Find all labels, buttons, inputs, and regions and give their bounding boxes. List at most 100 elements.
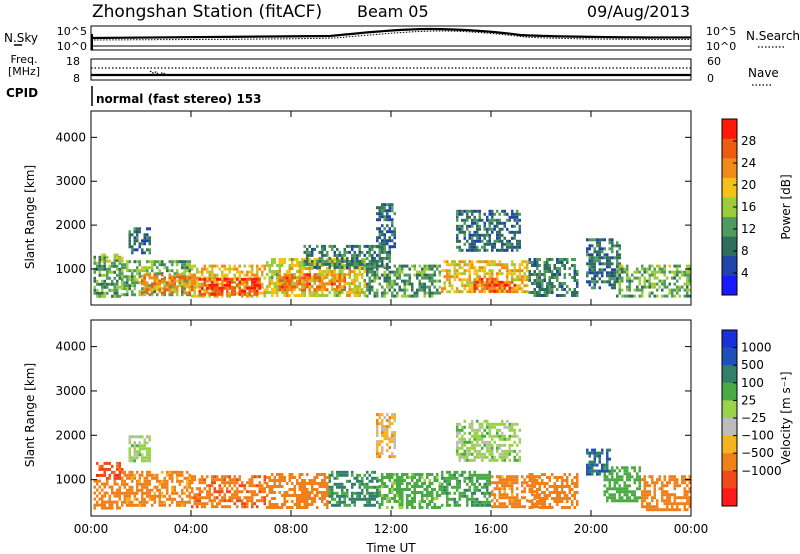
echo-cell <box>481 440 484 444</box>
echo-cell <box>401 473 404 476</box>
echo-cell <box>411 485 414 488</box>
echo-cell <box>603 247 606 251</box>
echo-cell <box>276 506 279 509</box>
echo-cell <box>231 487 234 491</box>
echo-cell <box>208 493 211 497</box>
echo-cell <box>291 273 294 277</box>
echo-cell <box>476 284 479 288</box>
echo-cell <box>143 279 146 283</box>
echo-cell <box>503 496 506 500</box>
echo-cell <box>113 261 116 265</box>
echo-cell <box>351 494 354 498</box>
echo-cell <box>116 256 119 260</box>
echo-cell <box>553 500 556 503</box>
echo-cell <box>521 269 524 273</box>
echo-cell <box>438 270 441 274</box>
echo-cell <box>166 266 169 270</box>
x-tick-label: 00:00 <box>74 522 109 536</box>
velocity-colorbar-tick-label: 1000 <box>741 341 772 355</box>
echo-cell <box>488 269 491 273</box>
echo-cell <box>136 260 139 264</box>
echo-cell <box>483 419 486 423</box>
echo-cell <box>188 269 191 273</box>
echo-cell <box>308 279 311 282</box>
echo-cell <box>151 269 154 273</box>
echo-cell <box>346 491 349 495</box>
echo-cell <box>501 481 504 485</box>
echo-cell <box>103 461 106 465</box>
echo-cell <box>483 428 486 432</box>
echo-cell <box>623 466 626 470</box>
echo-cell <box>206 291 209 295</box>
echo-cell <box>606 448 609 452</box>
echo-cell <box>496 443 499 447</box>
echo-cell <box>331 259 334 263</box>
echo-cell <box>286 285 289 289</box>
echo-cell <box>396 473 399 476</box>
echo-cell <box>508 475 511 479</box>
echo-cell <box>158 279 161 283</box>
echo-cell <box>348 282 351 285</box>
power-colorbar-frame <box>721 118 738 296</box>
echo-cell <box>323 247 326 251</box>
echo-cell <box>231 496 234 500</box>
echo-cell <box>648 285 651 289</box>
echo-cell <box>488 272 491 276</box>
echo-cell <box>301 500 304 503</box>
echo-cell <box>656 270 659 274</box>
echo-cell <box>426 276 429 280</box>
echo-cell <box>573 258 576 261</box>
echo-cell <box>256 289 259 293</box>
power-colorbar-swatch <box>722 158 737 178</box>
echo-cell <box>378 440 381 444</box>
echo-cell <box>441 491 444 495</box>
echo-cell <box>593 274 596 278</box>
echo-cell <box>671 505 674 509</box>
echo-cell <box>236 487 239 491</box>
echo-cell <box>211 493 214 497</box>
echo-cell <box>368 282 371 286</box>
echo-cell <box>191 273 194 277</box>
echo-cell <box>458 245 461 249</box>
echo-cell <box>276 282 279 285</box>
echo-cell <box>221 496 224 500</box>
echo-cell <box>181 282 184 286</box>
echo-cell <box>613 286 616 290</box>
echo-cell <box>336 500 339 504</box>
echo-cell <box>486 500 489 504</box>
echo-cell <box>358 262 361 266</box>
echo-cell <box>226 490 229 494</box>
echo-cell <box>466 476 469 480</box>
echo-cell <box>641 493 644 497</box>
echo-cell <box>148 459 151 463</box>
echo-cell <box>138 435 141 439</box>
echo-cell <box>133 281 136 285</box>
echo-cell <box>453 269 456 273</box>
echo-cell <box>378 485 381 488</box>
echo-cell <box>543 506 546 509</box>
echo-cell <box>331 491 334 495</box>
echo-cell <box>628 475 631 479</box>
echo-cell <box>498 505 501 509</box>
echo-cell <box>178 494 181 498</box>
echo-cell <box>541 497 544 500</box>
echo-cell <box>381 291 384 295</box>
echo-cell <box>388 279 391 283</box>
echo-cell <box>133 242 136 246</box>
echo-cell <box>271 479 274 482</box>
echo-cell <box>568 485 571 488</box>
echo-cell <box>468 437 471 441</box>
echo-cell <box>293 264 296 267</box>
echo-cell <box>483 272 486 276</box>
echo-cell <box>406 288 409 292</box>
echo-cell <box>516 248 519 252</box>
echo-cell <box>391 209 394 213</box>
echo-cell <box>361 482 364 486</box>
echo-cell <box>456 215 459 219</box>
echo-cell <box>603 493 606 497</box>
echo-cell <box>326 506 329 509</box>
echo-cell <box>383 227 386 231</box>
echo-cell <box>148 488 151 492</box>
echo-cell <box>591 265 594 269</box>
echo-cell <box>233 490 236 494</box>
